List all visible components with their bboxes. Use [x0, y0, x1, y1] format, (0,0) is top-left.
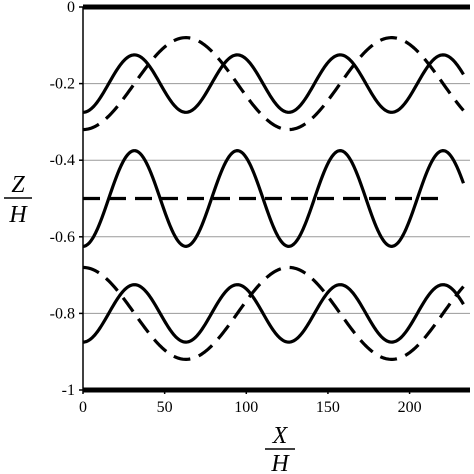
series-group	[82, 36, 465, 361]
y-axis-label: Z H	[4, 172, 32, 228]
y-tick-label: 0	[67, 0, 75, 16]
y-axis-label-denominator: H	[8, 202, 28, 228]
y-tick-label: -0.6	[50, 229, 75, 246]
series-line-6-dashed	[82, 265, 465, 361]
y-tick-label: -1	[62, 382, 75, 399]
series-line-1-solid	[82, 53, 465, 114]
x-tick-label: 0	[79, 399, 87, 416]
axes	[82, 7, 470, 391]
x-axis-label-denominator: H	[270, 451, 290, 474]
y-tick-label: -0.4	[50, 152, 75, 169]
x-tick-label: 150	[316, 399, 340, 416]
y-tick-labels: 0 -0.2 -0.4 -0.6 -0.8 -1	[50, 0, 83, 399]
x-axis-label-numerator: X	[272, 423, 289, 449]
y-tick-label: -0.8	[50, 305, 75, 322]
x-tick-labels: 0 50 100 150 200	[79, 390, 422, 416]
x-tick-label: 50	[157, 399, 173, 416]
series-line-5-solid	[82, 283, 465, 344]
y-tick-label: -0.2	[50, 76, 75, 93]
series-line-2-dashed	[82, 36, 465, 132]
x-tick-label: 100	[234, 399, 258, 416]
x-axis-label: X H	[265, 423, 295, 474]
y-axis-label-numerator: Z	[11, 172, 25, 198]
series-line-3-solid	[82, 149, 465, 248]
x-tick-label: 200	[398, 399, 422, 416]
